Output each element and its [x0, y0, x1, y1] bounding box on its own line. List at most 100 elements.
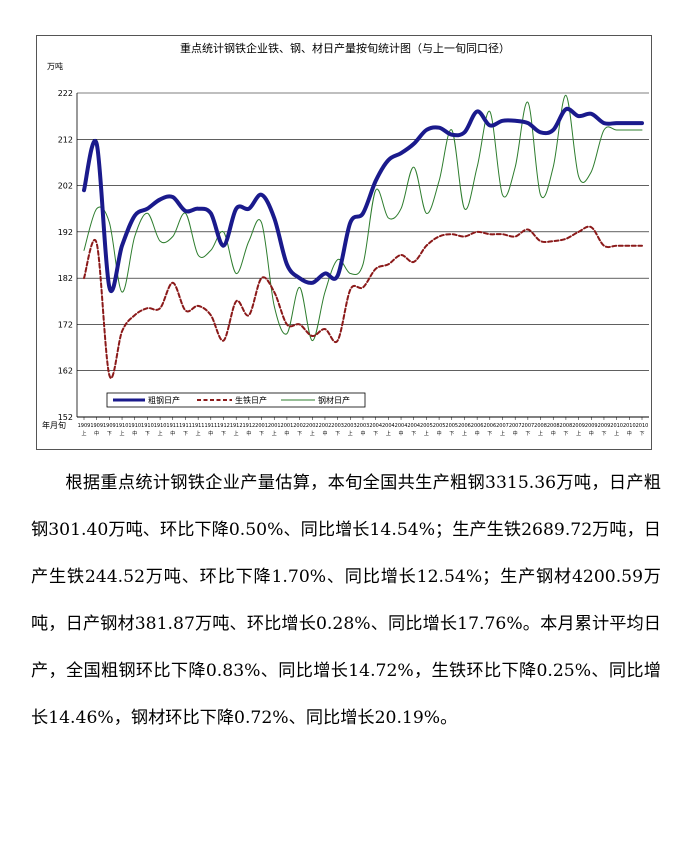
x-tick-year: 2003 — [344, 423, 357, 429]
x-tick-xun: 中 — [170, 430, 175, 437]
x-tick-xun: 下 — [411, 431, 416, 437]
x-tick-xun: 上 — [424, 430, 429, 437]
x-tick-year: 2010 — [610, 423, 623, 429]
x-tick-year: 1909 — [90, 423, 103, 429]
x-tick-xun: 中 — [360, 430, 365, 437]
x-tick-xun: 中 — [437, 430, 442, 437]
y-axis-ticks: 152 162 172 182 192 202 212 222 — [58, 89, 73, 422]
x-tick-year: 2009 — [572, 423, 585, 429]
x-tick-xun: 中 — [589, 430, 594, 437]
x-tick-xun: 下 — [145, 431, 150, 437]
x-tick-xun: 中 — [132, 430, 137, 437]
x-tick-year: 1910 — [116, 423, 129, 429]
x-tick-year: 2002 — [293, 423, 306, 429]
x-tick-xun: 下 — [107, 431, 112, 437]
x-tick-year: 2002 — [319, 423, 332, 429]
x-tick-year: 1910 — [128, 423, 141, 429]
x-tick-year: 2004 — [395, 423, 408, 429]
x-tick-xun: 上 — [386, 430, 391, 437]
x-tick-xun: 中 — [246, 430, 251, 437]
x-tick-xun: 上 — [234, 430, 239, 437]
legend-label-pig-iron: 生铁日产 — [235, 395, 267, 405]
x-tick-xun: 下 — [259, 431, 264, 437]
legend-label-steel-products: 钢材日产 — [318, 395, 350, 405]
y-tick-label: 162 — [58, 367, 73, 376]
x-axis-label: 年月旬 — [42, 420, 66, 430]
x-tick-year: 1911 — [166, 423, 179, 429]
x-tick-xun: 上 — [576, 430, 581, 437]
x-tick-xun: 上 — [81, 430, 86, 437]
x-tick-xun: 下 — [563, 431, 568, 437]
line-chart: 重点统计钢铁企业铁、钢、材日产量按旬统计图（与上一旬同口径） 万吨 年月旬 15… — [42, 41, 649, 437]
x-tick-xun: 中 — [94, 430, 99, 437]
y-tick-label: 222 — [58, 89, 73, 98]
x-tick-xun: 中 — [399, 430, 404, 437]
x-tick-year: 2003 — [357, 423, 370, 429]
summary-paragraph: 根据重点统计钢铁企业产量估算，本旬全国共生产粗钢3315.36万吨，日产粗钢30… — [31, 473, 661, 728]
x-tick-xun: 中 — [322, 430, 327, 437]
x-tick-year: 2007 — [521, 423, 534, 429]
x-tick-year: 2006 — [458, 423, 471, 429]
y-tick-label: 212 — [58, 135, 73, 144]
x-tick-year: 1911 — [192, 423, 205, 429]
series-lines — [82, 94, 644, 379]
x-tick-year: 2009 — [585, 423, 598, 429]
x-tick-year: 2002 — [306, 423, 319, 429]
x-tick-year: 1912 — [230, 423, 243, 429]
x-tick-year: 2010 — [623, 423, 636, 429]
y-axis-label: 万吨 — [47, 61, 63, 71]
x-tick-xun: 上 — [614, 430, 619, 437]
x-tick-year: 2001 — [281, 423, 294, 429]
x-tick-xun: 上 — [196, 430, 201, 437]
x-tick-year: 2005 — [420, 423, 433, 429]
x-tick-year: 1910 — [141, 423, 154, 429]
x-tick-year: 1910 — [154, 423, 167, 429]
x-tick-xun: 下 — [297, 431, 302, 437]
y-tick-label: 172 — [58, 320, 73, 329]
x-tick-year: 2001 — [268, 423, 281, 429]
x-tick-year: 2007 — [496, 423, 509, 429]
x-tick-xun: 下 — [487, 431, 492, 437]
x-tick-xun: 下 — [601, 431, 606, 437]
series-line-pig-iron — [83, 225, 643, 379]
chart-panel: 重点统计钢铁企业铁、钢、材日产量按旬统计图（与上一旬同口径） 万吨 年月旬 15… — [36, 35, 652, 450]
x-tick-xun: 上 — [310, 430, 315, 437]
x-tick-xun: 上 — [538, 430, 543, 437]
x-tick-xun: 上 — [500, 430, 505, 437]
x-tick-xun: 上 — [272, 430, 277, 437]
x-tick-year: 2009 — [598, 423, 611, 429]
x-tick-year: 2008 — [547, 423, 560, 429]
x-tick-year: 1909 — [103, 423, 116, 429]
x-tick-year: 2004 — [407, 423, 420, 429]
x-tick-year: 2008 — [534, 423, 547, 429]
x-tick-xun: 中 — [284, 430, 289, 437]
x-tick-year: 2008 — [560, 423, 573, 429]
x-tick-xun: 上 — [462, 430, 467, 437]
x-tick-year: 2003 — [331, 423, 344, 429]
chart-title: 重点统计钢铁企业铁、钢、材日产量按旬统计图（与上一旬同口径） — [180, 41, 510, 55]
x-tick-year: 2006 — [471, 423, 484, 429]
x-tick-xun: 下 — [221, 431, 226, 437]
x-tick-year: 2004 — [369, 423, 382, 429]
y-tick-label: 152 — [58, 413, 73, 422]
x-tick-xun: 下 — [525, 431, 530, 437]
x-tick-year: 1912 — [242, 423, 255, 429]
x-tick-year: 2005 — [445, 423, 458, 429]
x-tick-year: 2001 — [255, 423, 268, 429]
x-axis-ticks: 1909上1909中1909下1910上1910中1910下1910上1911中… — [78, 417, 648, 437]
x-tick-xun: 上 — [120, 430, 125, 437]
x-tick-year: 1909 — [78, 423, 91, 429]
legend: 粗钢日产 生铁日产 钢材日产 — [106, 392, 366, 408]
x-tick-year: 2006 — [483, 423, 496, 429]
legend-label-crude-steel: 粗钢日产 — [148, 395, 180, 405]
x-tick-xun: 中 — [513, 430, 518, 437]
x-tick-xun: 中 — [475, 430, 480, 437]
x-tick-xun: 中 — [551, 430, 556, 437]
x-tick-xun: 下 — [449, 431, 454, 437]
series-line-steel-products — [83, 94, 643, 342]
x-tick-xun: 中 — [208, 430, 213, 437]
x-tick-xun: 上 — [348, 430, 353, 437]
y-tick-label: 182 — [58, 274, 73, 283]
grid-lines — [76, 92, 649, 418]
legend-box — [106, 392, 366, 408]
